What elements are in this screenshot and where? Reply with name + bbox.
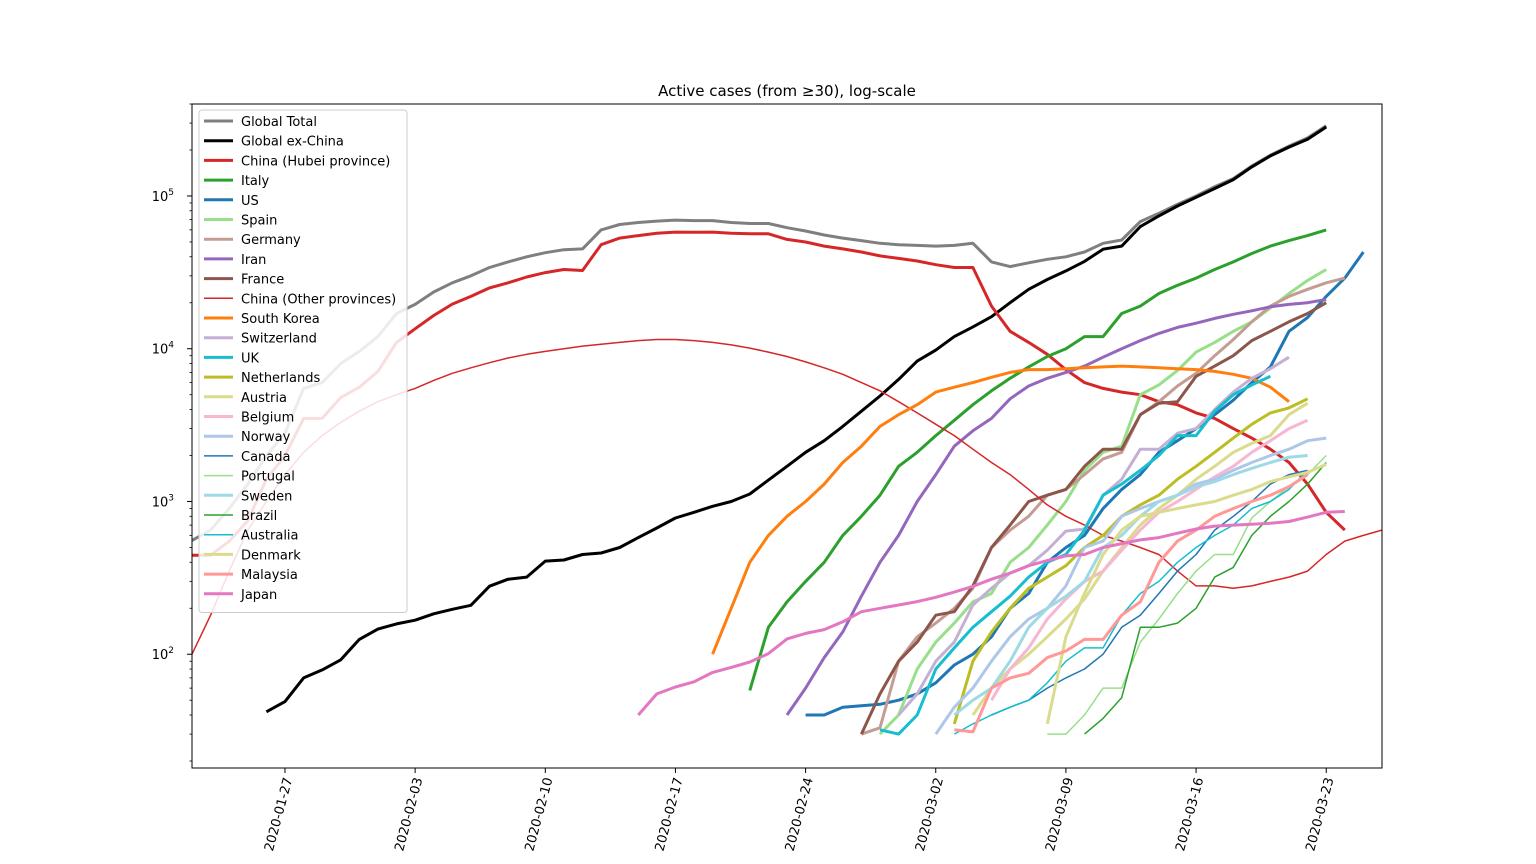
y-axis: 102 103 104 105 [152, 103, 192, 762]
x-tick-label-3: 2020-02-17 [653, 776, 687, 853]
legend-label-22: Denmark [241, 548, 301, 563]
legend-label-17: Canada [241, 450, 290, 465]
series-line-14 [971, 401, 1309, 716]
x-tick-label-6: 2020-03-09 [1043, 776, 1077, 853]
x-tick-label-2: 2020-02-10 [522, 776, 556, 853]
legend-label-7: Iran [241, 253, 266, 268]
legend-label-15: Belgium [241, 411, 294, 426]
x-tick-label-4: 2020-02-24 [783, 776, 817, 853]
x-tick-label-1: 2020-02-03 [392, 776, 426, 853]
legend-label-19: Sweden [241, 489, 292, 504]
series-line-17 [991, 469, 1308, 716]
series-line-23 [954, 473, 1309, 734]
legend-label-16: Norway [241, 430, 291, 445]
y-tick-label-3: 105 [152, 188, 174, 205]
x-tick-label-5: 2020-03-02 [913, 776, 947, 853]
legend-label-3: Italy [241, 174, 270, 189]
legend-label-18: Portugal [241, 470, 295, 485]
series-line-16 [934, 436, 1327, 735]
legend-label-2: China (Hubei province) [241, 154, 390, 169]
legend-label-9: China (Other provinces) [241, 292, 396, 307]
y-tick-label-1: 103 [152, 493, 174, 510]
series-line-5 [878, 268, 1327, 736]
legend-label-1: Global ex-China [241, 135, 344, 150]
series-line-8 [860, 301, 1327, 735]
series-line-3 [748, 228, 1327, 691]
chart-title: Active cases (from ≥30), log-scale [658, 82, 916, 100]
series-line-4 [805, 251, 1365, 717]
series-line-15 [990, 418, 1309, 701]
plot-frame [191, 103, 1383, 769]
series-layer [192, 124, 1382, 736]
legend-label-0: Global Total [241, 115, 317, 130]
series-line-10 [711, 364, 1290, 655]
series-line-22 [1045, 463, 1327, 725]
x-tick-label-0: 2020-01-27 [262, 776, 296, 853]
legend-label-5: Spain [241, 214, 277, 229]
series-line-1 [265, 125, 1328, 714]
legend-label-20: Brazil [241, 509, 277, 524]
legend-label-12: UK [241, 351, 260, 366]
series-line-18 [1047, 454, 1327, 735]
legend-box [198, 109, 408, 613]
series-line-6 [860, 276, 1346, 736]
series-line-7 [785, 298, 1327, 716]
legend-label-10: South Korea [241, 312, 320, 327]
series-line-21 [953, 469, 1309, 735]
y-tick-label-2: 104 [152, 341, 175, 358]
legend-label-4: US [241, 194, 259, 209]
x-tick-label-8: 2020-03-23 [1303, 776, 1337, 853]
legend-label-6: Germany [241, 233, 301, 248]
legend-label-13: Netherlands [241, 371, 320, 386]
series-line-24 [637, 510, 1345, 716]
series-line-13 [952, 397, 1309, 725]
legend-label-8: France [241, 273, 284, 288]
series-line-12 [879, 374, 1272, 736]
legend-label-11: Switzerland [241, 332, 317, 347]
legend-label-23: Malaysia [241, 568, 298, 583]
series-line-20 [1084, 462, 1327, 735]
x-tick-label-7: 2020-03-16 [1173, 776, 1207, 853]
legend-label-21: Australia [241, 529, 299, 544]
x-axis: 2020-01-27 2020-02-03 2020-02-10 2020-02-17… [262, 768, 1337, 853]
y-tick-label-0: 102 [152, 646, 174, 663]
legend-label-24: Japan [240, 588, 277, 603]
legend: Global Total Global ex-China China (Hubei … [198, 109, 408, 613]
legend-label-14: Austria [241, 391, 287, 406]
series-line-19 [953, 454, 1308, 717]
